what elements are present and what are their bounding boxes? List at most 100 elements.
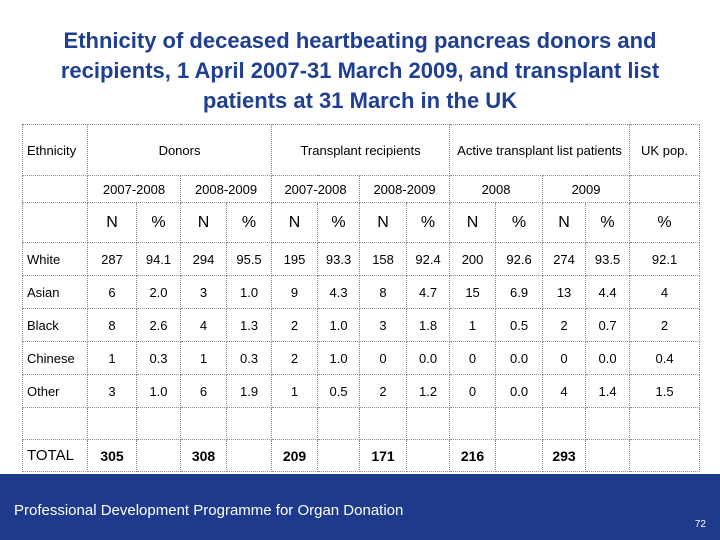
blank-cell bbox=[317, 439, 361, 472]
unit-pct: % bbox=[317, 202, 361, 243]
table-row-black: Black 8 2.6 4 1.3 2 1.0 3 1.8 1 0.5 2 0.… bbox=[22, 308, 701, 342]
header-donors: Donors bbox=[86, 124, 273, 176]
blank-cell bbox=[449, 407, 497, 440]
page-number: 72 bbox=[694, 519, 706, 530]
table-cell: 2 bbox=[629, 308, 701, 342]
unit-n: N bbox=[87, 202, 137, 243]
table-cell: 8 bbox=[359, 275, 408, 309]
header-transplant-recipients: Transplant recipients bbox=[271, 124, 451, 176]
table-cell: 1.0 bbox=[136, 374, 181, 408]
header-row-periods: 2007-2008 2008-2009 2007-2008 2008-2009 … bbox=[22, 175, 701, 203]
total-cell: 293 bbox=[542, 439, 587, 472]
total-cell: 171 bbox=[359, 439, 408, 472]
table-cell: 3 bbox=[87, 374, 137, 408]
page-title: Ethnicity of deceased heartbeating pancr… bbox=[60, 28, 660, 113]
table-cell: 0.0 bbox=[495, 341, 544, 375]
header-uk-pop: UK pop. bbox=[629, 124, 701, 176]
blank-cell bbox=[136, 407, 181, 440]
table-cell: 0.5 bbox=[495, 308, 544, 342]
table-cell: 1.0 bbox=[317, 308, 361, 342]
ethnicity-table-container: Ethnicity Donors Transplant recipients A… bbox=[22, 124, 701, 472]
table-cell: 2 bbox=[271, 341, 319, 375]
table-row-other: Other 3 1.0 6 1.9 1 0.5 2 1.2 0 0.0 4 1.… bbox=[22, 374, 701, 408]
table-cell: 0.7 bbox=[585, 308, 631, 342]
table-cell: 0 bbox=[449, 341, 497, 375]
blank-cell bbox=[271, 407, 319, 440]
ethnicity-table: Ethnicity Donors Transplant recipients A… bbox=[22, 124, 701, 472]
table-cell: 1.0 bbox=[317, 341, 361, 375]
unit-pct: % bbox=[136, 202, 181, 243]
table-cell: 0 bbox=[542, 341, 587, 375]
table-cell: 93.3 bbox=[317, 242, 361, 276]
table-cell: 92.1 bbox=[629, 242, 701, 276]
table-cell: 195 bbox=[271, 242, 319, 276]
unit-n: N bbox=[542, 202, 587, 243]
period-cell: 2009 bbox=[542, 175, 631, 203]
blank-cell bbox=[406, 439, 451, 472]
blank-cell bbox=[495, 439, 544, 472]
table-cell: 0.5 bbox=[317, 374, 361, 408]
total-cell: 308 bbox=[180, 439, 227, 472]
unit-pct: % bbox=[629, 202, 701, 243]
table-cell: 2.6 bbox=[136, 308, 181, 342]
header-blank bbox=[629, 175, 701, 203]
table-cell: 4 bbox=[629, 275, 701, 309]
total-cell: 305 bbox=[87, 439, 137, 472]
period-cell: 2008-2009 bbox=[359, 175, 451, 203]
table-cell: 4.3 bbox=[317, 275, 361, 309]
total-cell: 216 bbox=[449, 439, 497, 472]
total-label: TOTAL bbox=[22, 439, 88, 472]
table-row-total: TOTAL 305 308 209 171 216 293 bbox=[22, 439, 701, 472]
period-cell: 2008 bbox=[449, 175, 544, 203]
table-cell: 2 bbox=[542, 308, 587, 342]
table-cell: 3 bbox=[180, 275, 227, 309]
table-cell: 6 bbox=[180, 374, 227, 408]
table-row-white: White 287 94.1 294 95.5 195 93.3 158 92.… bbox=[22, 242, 701, 276]
table-cell: 6 bbox=[87, 275, 137, 309]
blank-cell bbox=[585, 439, 631, 472]
table-cell: 13 bbox=[542, 275, 587, 309]
table-cell: 15 bbox=[449, 275, 497, 309]
table-cell: 1 bbox=[180, 341, 227, 375]
table-cell: 92.6 bbox=[495, 242, 544, 276]
unit-pct: % bbox=[585, 202, 631, 243]
table-cell: 200 bbox=[449, 242, 497, 276]
table-cell: 274 bbox=[542, 242, 587, 276]
table-cell: 294 bbox=[180, 242, 227, 276]
table-cell: 0.0 bbox=[406, 341, 451, 375]
blank-cell bbox=[629, 439, 701, 472]
header-row-groups: Ethnicity Donors Transplant recipients A… bbox=[22, 124, 701, 176]
table-cell: 4 bbox=[180, 308, 227, 342]
table-cell: 0.0 bbox=[495, 374, 544, 408]
table-cell: 8 bbox=[87, 308, 137, 342]
blank-cell bbox=[225, 407, 273, 440]
unit-n: N bbox=[180, 202, 227, 243]
table-cell: 1.3 bbox=[225, 308, 273, 342]
table-cell: 0.0 bbox=[585, 341, 631, 375]
table-cell: 1 bbox=[449, 308, 497, 342]
table-cell: 1.5 bbox=[629, 374, 701, 408]
table-cell: 1.9 bbox=[225, 374, 273, 408]
row-label: Chinese bbox=[22, 341, 88, 375]
table-cell: 287 bbox=[87, 242, 137, 276]
header-active-list: Active transplant list patients bbox=[449, 124, 631, 176]
table-cell: 4 bbox=[542, 374, 587, 408]
blank-cell bbox=[629, 407, 701, 440]
unit-pct: % bbox=[406, 202, 451, 243]
table-cell: 94.1 bbox=[136, 242, 181, 276]
header-blank bbox=[22, 202, 88, 243]
footer-text: Professional Development Programme for O… bbox=[14, 502, 404, 519]
unit-n: N bbox=[271, 202, 319, 243]
header-blank bbox=[22, 175, 88, 203]
blank-cell bbox=[495, 407, 544, 440]
blank-cell bbox=[406, 407, 451, 440]
table-cell: 6.9 bbox=[495, 275, 544, 309]
table-cell: 9 bbox=[271, 275, 319, 309]
table-cell: 92.4 bbox=[406, 242, 451, 276]
period-cell: 2008-2009 bbox=[179, 175, 273, 203]
unit-n: N bbox=[449, 202, 497, 243]
total-cell: 209 bbox=[271, 439, 319, 472]
table-cell: 1.4 bbox=[585, 374, 631, 408]
table-cell: 4.7 bbox=[406, 275, 451, 309]
period-cell: 2007-2008 bbox=[87, 175, 181, 203]
